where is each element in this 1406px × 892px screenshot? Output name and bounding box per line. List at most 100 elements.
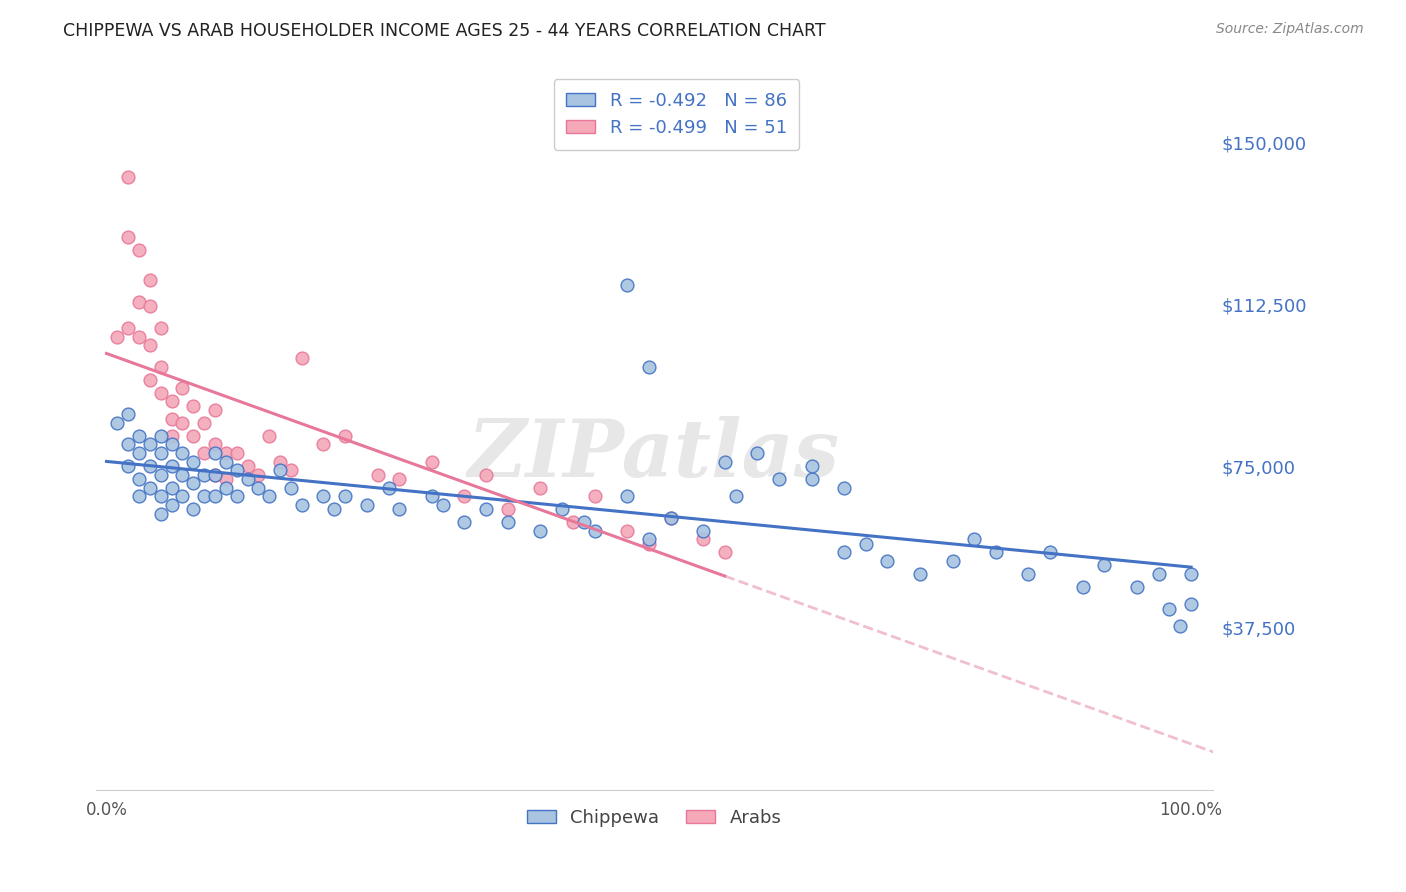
Point: [692, 524, 714, 538]
Point: [105, 416, 128, 430]
Point: [181, 455, 204, 469]
Point: [193, 416, 215, 430]
Point: [172, 416, 194, 430]
Point: [388, 502, 411, 516]
Point: [117, 321, 139, 335]
Point: [247, 467, 270, 482]
Point: [713, 545, 735, 559]
Point: [269, 455, 291, 469]
Point: [388, 472, 411, 486]
Point: [1180, 567, 1202, 582]
Point: [257, 489, 280, 503]
Point: [356, 498, 378, 512]
Point: [128, 489, 150, 503]
Point: [160, 429, 183, 443]
Point: [312, 437, 335, 451]
Point: [215, 472, 238, 486]
Point: [181, 476, 204, 491]
Point: [616, 489, 638, 503]
Point: [659, 511, 682, 525]
Point: [215, 455, 238, 469]
Legend: Chippewa, Arabs: Chippewa, Arabs: [520, 802, 789, 834]
Point: [908, 567, 931, 582]
Point: [323, 502, 346, 516]
Point: [117, 407, 139, 421]
Text: Source: ZipAtlas.com: Source: ZipAtlas.com: [1216, 22, 1364, 37]
Point: [139, 458, 162, 473]
Point: [257, 429, 280, 443]
Point: [420, 489, 443, 503]
Point: [768, 472, 790, 486]
Point: [128, 472, 150, 486]
Point: [367, 467, 389, 482]
Point: [215, 446, 238, 460]
Point: [583, 524, 606, 538]
Point: [1159, 601, 1181, 615]
Point: [149, 385, 172, 400]
Point: [572, 515, 595, 529]
Point: [616, 277, 638, 292]
Point: [1071, 580, 1094, 594]
Point: [269, 463, 291, 477]
Point: [193, 467, 215, 482]
Point: [149, 359, 172, 374]
Point: [420, 455, 443, 469]
Point: [800, 458, 823, 473]
Point: [236, 472, 259, 486]
Point: [475, 502, 498, 516]
Point: [139, 338, 162, 352]
Point: [529, 524, 551, 538]
Point: [128, 243, 150, 257]
Point: [193, 446, 215, 460]
Point: [984, 545, 1007, 559]
Point: [149, 489, 172, 503]
Point: [172, 381, 194, 395]
Point: [128, 429, 150, 443]
Point: [139, 437, 162, 451]
Point: [291, 351, 314, 365]
Point: [377, 481, 399, 495]
Point: [204, 446, 226, 460]
Point: [616, 524, 638, 538]
Point: [149, 507, 172, 521]
Text: CHIPPEWA VS ARAB HOUSEHOLDER INCOME AGES 25 - 44 YEARS CORRELATION CHART: CHIPPEWA VS ARAB HOUSEHOLDER INCOME AGES…: [63, 22, 825, 40]
Point: [160, 481, 183, 495]
Point: [215, 481, 238, 495]
Point: [160, 394, 183, 409]
Point: [659, 511, 682, 525]
Point: [160, 498, 183, 512]
Point: [475, 467, 498, 482]
Point: [333, 489, 356, 503]
Point: [312, 489, 335, 503]
Point: [181, 502, 204, 516]
Point: [225, 446, 247, 460]
Point: [692, 533, 714, 547]
Point: [855, 537, 877, 551]
Point: [193, 489, 215, 503]
Point: [832, 545, 855, 559]
Point: [496, 502, 519, 516]
Point: [172, 489, 194, 503]
Point: [280, 481, 302, 495]
Point: [1039, 545, 1062, 559]
Point: [1180, 597, 1202, 611]
Point: [963, 533, 986, 547]
Point: [713, 455, 735, 469]
Point: [529, 481, 551, 495]
Point: [117, 437, 139, 451]
Point: [551, 502, 574, 516]
Point: [181, 399, 204, 413]
Point: [204, 403, 226, 417]
Point: [637, 533, 659, 547]
Point: [1147, 567, 1170, 582]
Point: [149, 446, 172, 460]
Point: [832, 481, 855, 495]
Point: [637, 359, 659, 374]
Point: [117, 169, 139, 184]
Point: [149, 321, 172, 335]
Point: [149, 467, 172, 482]
Point: [1126, 580, 1149, 594]
Point: [204, 437, 226, 451]
Point: [204, 489, 226, 503]
Point: [280, 463, 302, 477]
